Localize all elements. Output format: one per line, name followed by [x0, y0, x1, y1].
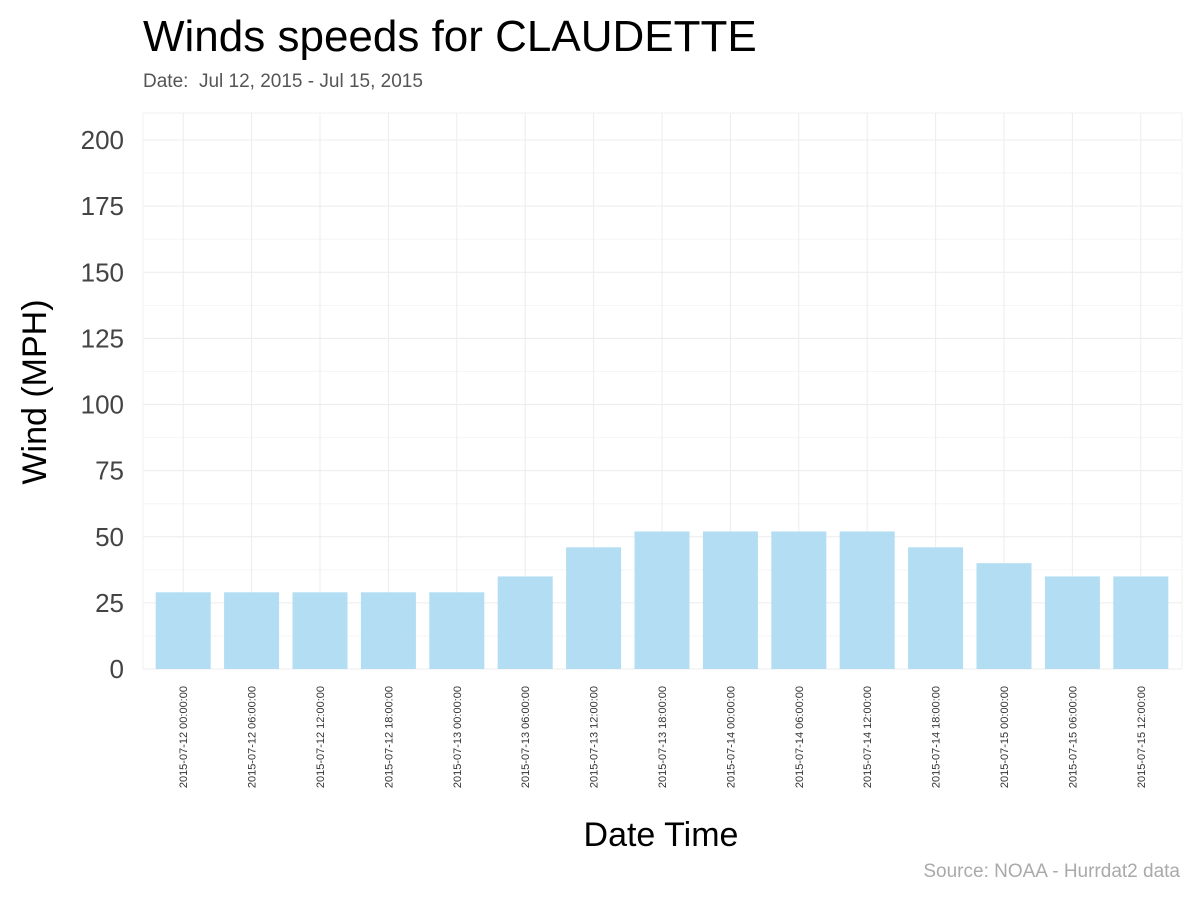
- chart-title: Winds speeds for CLAUDETTE: [143, 12, 757, 61]
- bar: [155, 592, 211, 669]
- bar: [429, 592, 485, 669]
- bar: [224, 592, 280, 669]
- y-tick-label: 200: [81, 125, 124, 155]
- x-tick-label: 2015-07-14 18:00:00: [931, 686, 943, 788]
- x-tick-label: 2015-07-15 00:00:00: [999, 686, 1011, 788]
- y-tick-label: 50: [95, 522, 124, 552]
- y-tick-label: 175: [81, 191, 124, 221]
- bar: [566, 547, 622, 669]
- x-tick-label: 2015-07-14 06:00:00: [794, 686, 806, 788]
- bars: [155, 531, 1169, 669]
- x-tick-label: 2015-07-14 12:00:00: [862, 686, 874, 788]
- x-tick-label: 2015-07-13 18:00:00: [657, 686, 669, 788]
- y-tick-label: 150: [81, 257, 124, 287]
- x-tick-label: 2015-07-14 00:00:00: [725, 686, 737, 788]
- bar: [497, 576, 553, 669]
- bar: [634, 531, 690, 669]
- source-caption: Source: NOAA - Hurrdat2 data: [923, 861, 1180, 882]
- x-tick-label: 2015-07-12 00:00:00: [178, 686, 190, 788]
- bar: [1044, 576, 1100, 669]
- x-tick-label: 2015-07-12 12:00:00: [315, 686, 327, 788]
- y-tick-label: 100: [81, 390, 124, 420]
- y-tick-label: 25: [95, 588, 124, 618]
- x-tick-label: 2015-07-12 18:00:00: [383, 686, 395, 788]
- x-tick-label: 2015-07-12 06:00:00: [247, 686, 259, 788]
- x-axis-label: Date Time: [584, 816, 739, 854]
- y-tick-label: 75: [95, 456, 124, 486]
- bar: [1113, 576, 1169, 669]
- bar: [908, 547, 964, 669]
- bar: [360, 592, 416, 669]
- bar: [292, 592, 348, 669]
- x-tick-label: 2015-07-13 12:00:00: [589, 686, 601, 788]
- bar: [976, 563, 1032, 669]
- y-tick-label: 0: [110, 654, 124, 684]
- x-tick-labels: 2015-07-12 00:00:00 2015-07-12 06:00:00 20…: [178, 686, 1148, 788]
- x-tick-label: 2015-07-15 06:00:00: [1067, 686, 1079, 788]
- bar: [771, 531, 827, 669]
- chart-subtitle: Date: Jul 12, 2015 - Jul 15, 2015: [143, 71, 423, 92]
- y-axis-label: Wind (MPH): [16, 299, 54, 484]
- y-tick-labels: 0 25 50 75 100 125 150 175 200: [81, 125, 124, 684]
- x-tick-label: 2015-07-15 12:00:00: [1136, 686, 1148, 788]
- x-tick-label: 2015-07-13 00:00:00: [452, 686, 464, 788]
- bar: [839, 531, 895, 669]
- x-tick-label: 2015-07-13 06:00:00: [520, 686, 532, 788]
- bar: [702, 531, 758, 669]
- y-tick-label: 125: [81, 323, 124, 353]
